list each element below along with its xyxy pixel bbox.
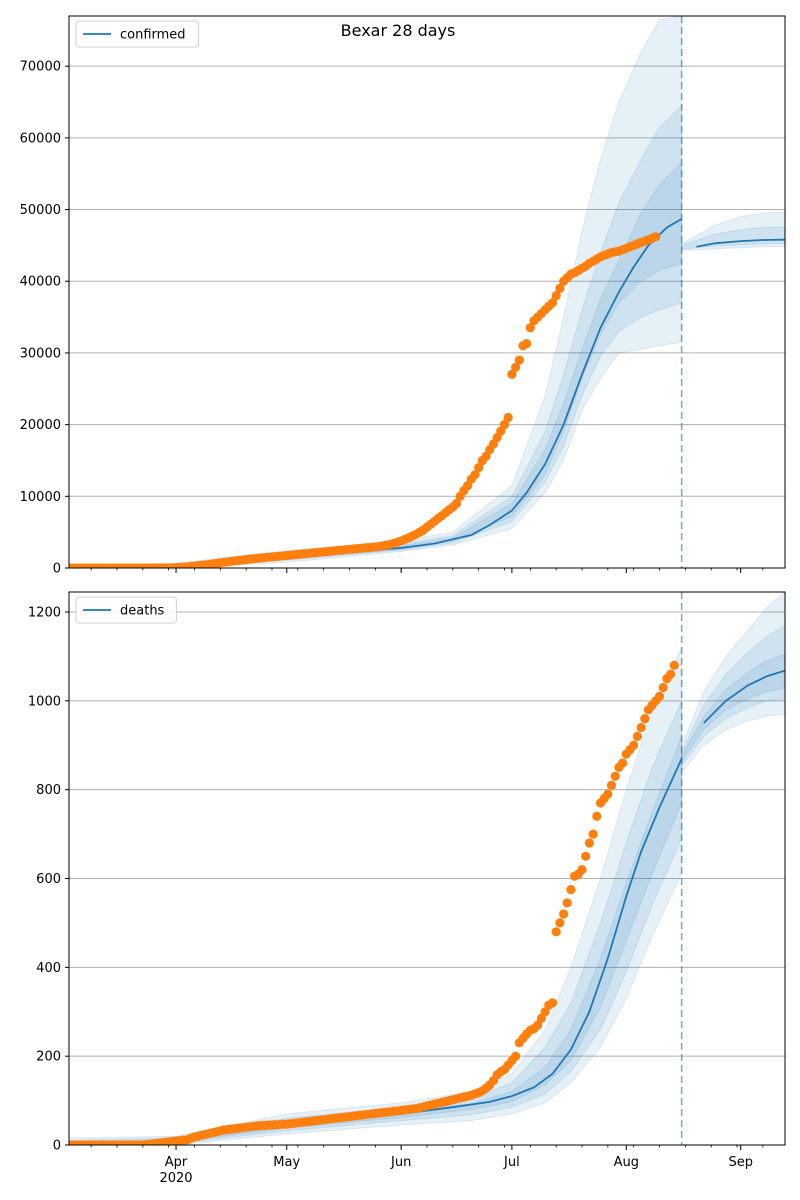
credible-band xyxy=(681,592,785,774)
y-tick-label: 50000 xyxy=(20,203,61,218)
observed-point xyxy=(669,660,679,670)
model-line-continued xyxy=(696,238,785,248)
observed-point xyxy=(551,291,561,301)
observed-point xyxy=(658,682,668,693)
observed-point xyxy=(551,927,561,937)
legend-label: confirmed xyxy=(120,28,186,43)
observed-point xyxy=(629,740,639,750)
observed-point xyxy=(547,998,558,1008)
y-tick-label: 600 xyxy=(36,872,61,887)
credible-band xyxy=(69,16,683,568)
observed-point xyxy=(581,851,591,861)
legend-box xyxy=(75,20,200,48)
observed-point xyxy=(592,811,602,821)
y-tick-label: 1200 xyxy=(28,605,61,620)
legend-label: deaths xyxy=(120,604,165,619)
y-tick-label: 60000 xyxy=(20,131,61,146)
y-tick-label: 20000 xyxy=(20,418,61,433)
observed-point xyxy=(514,355,524,365)
observed-point xyxy=(533,1020,543,1030)
observed-point xyxy=(566,885,576,895)
x-tick-label: May xyxy=(273,1155,300,1170)
observed-point xyxy=(666,669,676,679)
observed-point xyxy=(606,780,617,790)
observed-point xyxy=(525,323,535,333)
observed-point xyxy=(577,865,587,875)
observed-point xyxy=(536,1013,547,1024)
observed-point xyxy=(632,731,643,742)
observed-point xyxy=(503,412,513,423)
y-tick-label: 1000 xyxy=(28,694,61,709)
observed-point xyxy=(470,470,480,480)
observed-point xyxy=(547,298,558,308)
observed-point xyxy=(636,722,646,733)
observed-point xyxy=(651,232,661,242)
plot-area xyxy=(69,16,785,568)
legend: deaths xyxy=(75,596,177,624)
legend-box xyxy=(75,596,177,624)
credible-band xyxy=(681,226,785,250)
observed-point xyxy=(555,283,565,293)
y-tick-label: 800 xyxy=(36,783,61,798)
x-tick-label: Aug xyxy=(614,1155,639,1170)
observed-point xyxy=(618,758,628,768)
observed-point xyxy=(654,691,665,702)
observed-point xyxy=(588,829,598,839)
x-tick-sublabel: 2020 xyxy=(159,1171,192,1186)
observed-point xyxy=(474,463,484,473)
credible-band xyxy=(69,647,683,1145)
x-tick-label: Jun xyxy=(390,1155,411,1170)
model-line-continued xyxy=(703,669,785,724)
confirmed-panel: 0 10000 20000 30000 40000 50000 60000 70000 conf… xyxy=(20,15,786,577)
chart-title: Bexar 28 days xyxy=(341,21,456,40)
y-tick-label: 0 xyxy=(53,1139,61,1154)
plot-area xyxy=(69,592,785,1145)
deaths-panel: 0 200 400 600 800 1000 1200 deaths xyxy=(28,591,786,1154)
observed-point xyxy=(522,339,532,349)
y-tick-label: 40000 xyxy=(20,275,61,290)
x-tick-label: Jul xyxy=(503,1155,520,1170)
y-tick-label: 70000 xyxy=(20,60,61,75)
legend: confirmed xyxy=(75,20,200,48)
observed-point xyxy=(507,369,517,379)
observed-point xyxy=(499,420,510,430)
y-tick-label: 10000 xyxy=(20,490,61,505)
x-tick-label: Sep xyxy=(728,1155,753,1170)
observed-point xyxy=(610,771,620,781)
y-tick-label: 400 xyxy=(36,961,61,976)
observed-point xyxy=(510,1051,521,1061)
observed-point xyxy=(559,909,569,919)
observed-point xyxy=(584,838,595,848)
observed-point xyxy=(640,714,650,724)
observed-point xyxy=(451,498,462,509)
observed-point xyxy=(555,918,565,928)
y-tick-label: 200 xyxy=(36,1050,61,1065)
observed-point xyxy=(510,362,521,372)
observed-point xyxy=(603,789,613,799)
y-tick-label: 30000 xyxy=(20,346,61,361)
y-tick-label: 0 xyxy=(53,562,61,577)
observed-point xyxy=(562,898,572,908)
x-tick-label: Apr xyxy=(165,1155,188,1170)
